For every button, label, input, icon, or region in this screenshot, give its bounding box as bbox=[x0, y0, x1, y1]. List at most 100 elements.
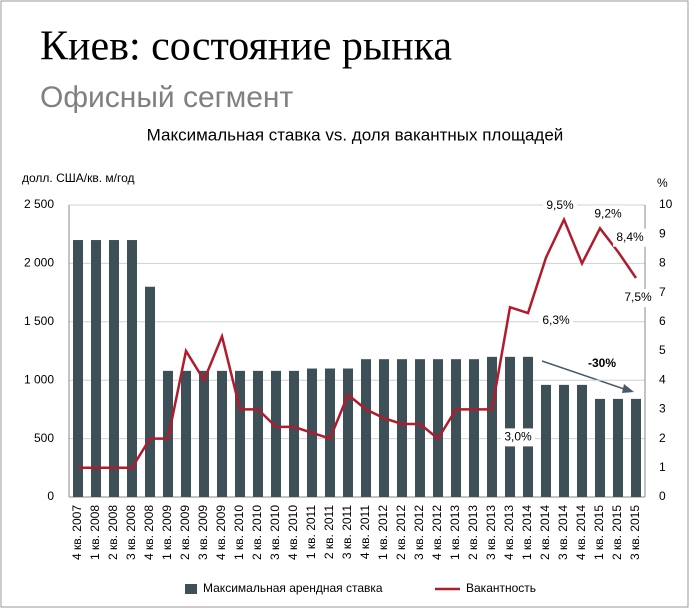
x-tick-label: 1 кв. 2012 bbox=[376, 505, 390, 560]
x-tick-label: 4 кв. 2010 bbox=[286, 505, 300, 560]
bar bbox=[361, 359, 371, 497]
x-tick-label: 4 кв. 2012 bbox=[430, 505, 444, 560]
x-tick-label: 4 кв. 2011 bbox=[358, 505, 372, 559]
y2-tick-label: 1 bbox=[659, 460, 666, 474]
trend-arrow bbox=[541, 360, 631, 392]
bar bbox=[433, 359, 443, 497]
bar bbox=[379, 359, 389, 497]
bar bbox=[397, 359, 407, 497]
label-bg bbox=[613, 228, 647, 247]
x-tick-label: 1 кв. 2008 bbox=[88, 505, 102, 560]
line bbox=[78, 216, 638, 470]
x-tick-label: 2 кв. 2009 bbox=[178, 505, 192, 560]
x-tick-label: 4 кв. 2014 bbox=[574, 505, 588, 560]
bar bbox=[127, 240, 137, 498]
bar bbox=[343, 368, 353, 497]
bar bbox=[325, 368, 335, 497]
label-bg bbox=[501, 428, 535, 447]
y2-tick-label: 5 bbox=[659, 343, 666, 357]
legend-label: Максимальная арендная ставка bbox=[203, 581, 383, 595]
label-bg bbox=[591, 205, 625, 224]
bar bbox=[253, 370, 263, 497]
x-tick-label: 3 кв. 2015 bbox=[628, 505, 642, 560]
x-tick-label: 2 кв. 2008 bbox=[106, 505, 120, 560]
label-bg bbox=[621, 289, 655, 307]
arrow-head bbox=[622, 384, 634, 393]
x-tick-label: 1 кв. 2015 bbox=[592, 505, 606, 560]
data-label: 6,3% bbox=[542, 313, 570, 327]
y-axis-label: долл. США/кв. м/год bbox=[22, 171, 135, 185]
y-tick-label: 1 000 bbox=[24, 372, 54, 386]
page-subtitle: Офисный сегмент bbox=[40, 81, 294, 114]
x-tick-label: 1 кв. 2009 bbox=[160, 505, 174, 560]
bar bbox=[613, 398, 623, 497]
y2-tick-label: 7 bbox=[659, 285, 666, 299]
chart-title: Максимальная ставка vs. доля вакантных п… bbox=[147, 125, 564, 144]
y2-tick-label: 3 bbox=[659, 402, 666, 416]
bar bbox=[469, 359, 479, 497]
x-tick-label: 2 кв. 2014 bbox=[538, 505, 552, 560]
x-tick-label: 2 кв. 2010 bbox=[250, 505, 264, 560]
x-tick-label: 2 кв. 2011 bbox=[322, 505, 336, 559]
bar bbox=[217, 370, 227, 497]
y-tick-label: 1 500 bbox=[24, 314, 54, 328]
label-bg bbox=[543, 196, 577, 215]
bar bbox=[451, 359, 461, 497]
bar bbox=[559, 384, 569, 497]
x-tick-label: 1 кв. 2014 bbox=[520, 505, 534, 560]
bar bbox=[271, 370, 281, 497]
x-tick-label: 3 кв. 2014 bbox=[556, 505, 570, 560]
bar bbox=[505, 356, 515, 497]
data-label: 8,4% bbox=[616, 230, 644, 244]
x-tick-label: 4 кв. 2007 bbox=[70, 505, 84, 560]
x-tick-label: 3 кв. 2010 bbox=[268, 505, 282, 560]
page-title: Киев: состояние рынка bbox=[40, 24, 452, 70]
bar bbox=[631, 398, 641, 497]
annotation: -30% bbox=[588, 356, 616, 370]
y2-tick-label: 8 bbox=[659, 256, 666, 270]
x-tick-label: 2 кв. 2015 bbox=[610, 505, 624, 560]
bar bbox=[235, 370, 245, 497]
legend-label: Вакантность bbox=[466, 581, 536, 595]
bar bbox=[73, 240, 83, 498]
x-tick-label: 1 кв. 2011 bbox=[304, 505, 318, 559]
x-tick-label: 2 кв. 2012 bbox=[394, 505, 408, 560]
x-tick-label: 4 кв. 2013 bbox=[502, 505, 516, 560]
x-tick-label: 3 кв. 2013 bbox=[484, 505, 498, 560]
y2-tick-label: 9 bbox=[659, 226, 666, 240]
x-tick-label: 3 кв. 2012 bbox=[412, 505, 426, 560]
data-label: 7,5% bbox=[624, 290, 652, 304]
bar bbox=[109, 240, 119, 498]
x-tick-label: 4 кв. 2009 bbox=[214, 505, 228, 560]
y-tick-label: 500 bbox=[34, 431, 54, 445]
bar bbox=[577, 384, 587, 497]
x-tick-label: 2 кв. 2013 bbox=[466, 505, 480, 560]
x-tick-label: 3 кв. 2008 bbox=[124, 505, 138, 560]
y-tick-label: 0 bbox=[47, 489, 54, 503]
x-tick-label: 1 кв. 2013 bbox=[448, 505, 462, 560]
x-tick-label: 3 кв. 2009 bbox=[196, 505, 210, 560]
bar bbox=[595, 398, 605, 497]
y2-tick-label: 4 bbox=[659, 372, 666, 386]
bar bbox=[487, 356, 497, 497]
bar bbox=[415, 359, 425, 497]
bar bbox=[289, 370, 299, 497]
data-label: 9,2% bbox=[594, 207, 622, 221]
bar bbox=[91, 240, 101, 498]
bar bbox=[145, 286, 155, 497]
x-tick-label: 3 кв. 2011 bbox=[340, 505, 354, 559]
bar bbox=[523, 356, 533, 497]
y2-tick-label: 2 bbox=[659, 431, 666, 445]
label-bg bbox=[539, 312, 573, 331]
x-tick-label: 4 кв. 2008 bbox=[142, 505, 156, 560]
y2-tick-label: 6 bbox=[659, 314, 666, 328]
bar bbox=[181, 370, 191, 497]
y-tick-label: 2 500 bbox=[24, 197, 54, 211]
y2-axis-label: % bbox=[657, 176, 668, 190]
y2-tick-label: 10 bbox=[659, 197, 673, 211]
y-tick-label: 2 000 bbox=[24, 256, 54, 270]
legend-swatch bbox=[185, 584, 197, 594]
bar bbox=[199, 370, 209, 497]
x-tick-label: 1 кв. 2010 bbox=[232, 505, 246, 560]
